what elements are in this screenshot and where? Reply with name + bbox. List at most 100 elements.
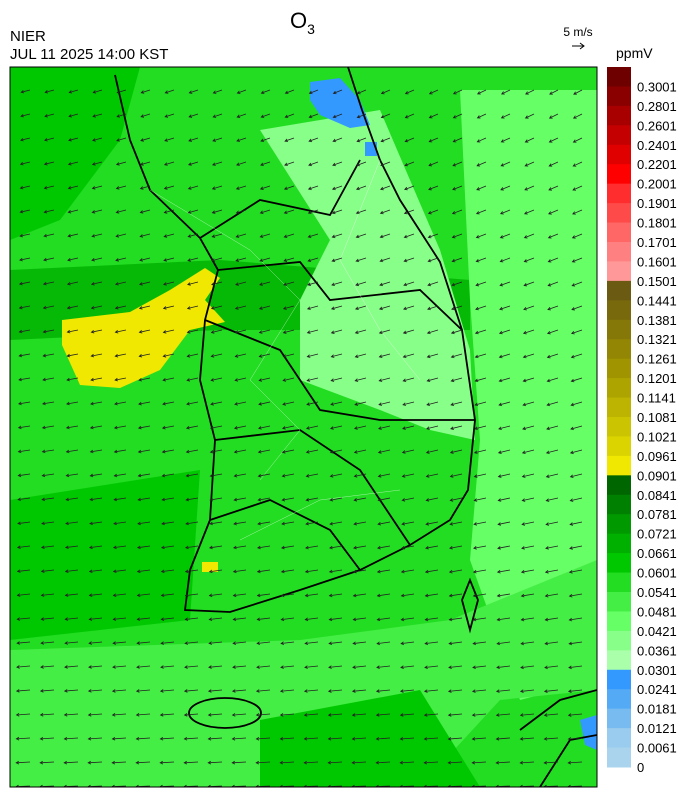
wind-arrow bbox=[234, 401, 247, 406]
wind-arrow bbox=[64, 617, 79, 621]
wind-arrow bbox=[569, 473, 583, 478]
wind-arrow bbox=[284, 137, 295, 143]
wind-arrow bbox=[399, 760, 415, 765]
wind-arrow bbox=[92, 89, 103, 94]
colorbar-box bbox=[607, 572, 631, 593]
wind-arrow bbox=[354, 401, 367, 406]
wind-arrow bbox=[211, 209, 223, 214]
wind-arrow bbox=[356, 89, 367, 95]
wind-arrow bbox=[256, 665, 271, 669]
wind-arrow bbox=[234, 329, 247, 334]
wind-arrow bbox=[231, 713, 247, 717]
wind-arrow bbox=[90, 329, 103, 334]
wind-arrow bbox=[376, 593, 391, 598]
wind-arrow bbox=[377, 521, 391, 526]
wind-arrow bbox=[233, 473, 247, 478]
wind-arrow bbox=[116, 137, 127, 142]
wind-arrow bbox=[524, 185, 535, 191]
wind-arrow bbox=[231, 760, 247, 765]
wind-arrow bbox=[447, 713, 463, 717]
wind-arrow bbox=[183, 736, 199, 741]
wind-arrow bbox=[162, 401, 175, 406]
wind-arrow bbox=[354, 377, 367, 382]
wind-legend-arrow bbox=[572, 42, 585, 50]
wind-arrow bbox=[63, 713, 79, 717]
wind-arrow bbox=[426, 377, 439, 383]
colorbar-box bbox=[607, 144, 631, 165]
colorbar-box bbox=[607, 417, 631, 437]
wind-arrow bbox=[259, 233, 271, 238]
wind-arrow bbox=[138, 305, 151, 310]
wind-arrow bbox=[91, 257, 103, 262]
wind-arrow bbox=[282, 377, 295, 382]
wind-arrow bbox=[404, 161, 415, 167]
wind-arrow bbox=[404, 89, 415, 95]
wind-arrow bbox=[473, 545, 487, 550]
wind-arrow bbox=[568, 665, 583, 670]
wind-arrow bbox=[210, 401, 223, 406]
wind-arrow bbox=[211, 185, 223, 190]
wind-arrow bbox=[208, 593, 223, 598]
wind-arrow bbox=[476, 113, 487, 119]
wind-arrow bbox=[474, 353, 487, 359]
wind-arrow bbox=[163, 257, 175, 262]
colorbar-label: 0.1441 bbox=[637, 293, 677, 308]
wind-arrow bbox=[160, 617, 175, 621]
wind-arrow bbox=[500, 185, 511, 191]
wind-arrow bbox=[210, 305, 223, 310]
wind-arrow bbox=[379, 185, 391, 191]
wind-arrow bbox=[353, 521, 367, 526]
wind-arrow bbox=[188, 89, 199, 94]
wind-arrow bbox=[161, 473, 175, 478]
wind-arrow bbox=[472, 593, 487, 598]
wind-arrow bbox=[162, 353, 175, 358]
wind-arrow bbox=[452, 137, 463, 143]
wind-arrow bbox=[474, 329, 487, 335]
wind-arrow bbox=[356, 113, 367, 119]
wind-arrow bbox=[403, 209, 415, 215]
wind-arrow bbox=[16, 617, 31, 621]
wind-arrow bbox=[139, 233, 151, 238]
wind-arrow bbox=[449, 449, 463, 454]
wind-arrow bbox=[281, 545, 295, 550]
wind-arrow bbox=[136, 641, 151, 645]
wind-arrow bbox=[379, 233, 391, 239]
wind-arrow bbox=[43, 161, 55, 166]
colorbar-label: 0.2001 bbox=[637, 177, 677, 192]
wind-arrow bbox=[379, 281, 391, 287]
wind-arrow bbox=[90, 353, 103, 358]
wind-arrow bbox=[327, 760, 343, 765]
title-main: O bbox=[290, 8, 307, 33]
wind-arrow bbox=[475, 209, 487, 215]
wind-arrow bbox=[423, 760, 439, 765]
wind-arrow bbox=[89, 521, 103, 526]
wind-arrow bbox=[573, 89, 583, 95]
wind-arrow bbox=[447, 689, 463, 693]
wind-arrow bbox=[41, 449, 55, 454]
wind-arrow bbox=[184, 593, 199, 598]
wind-arrow bbox=[64, 665, 79, 669]
wind-arrow bbox=[231, 689, 247, 693]
wind-arrow bbox=[571, 281, 583, 287]
wind-arrow bbox=[567, 713, 583, 717]
wind-arrow bbox=[427, 209, 439, 215]
wind-arrow bbox=[280, 641, 295, 645]
wind-arrow bbox=[304, 569, 319, 574]
wind-arrow bbox=[207, 713, 223, 717]
wind-arrow bbox=[450, 377, 463, 383]
wind-arrow bbox=[209, 521, 223, 526]
wind-arrow bbox=[569, 545, 583, 550]
wind-arrow bbox=[305, 473, 319, 478]
wind-arrow bbox=[163, 209, 175, 214]
wind-arrow bbox=[89, 497, 103, 502]
wind-arrow bbox=[207, 760, 223, 765]
wind-arrow bbox=[257, 473, 271, 478]
wind-arrow bbox=[569, 497, 583, 502]
wind-arrow bbox=[544, 641, 559, 646]
colorbar-box bbox=[607, 319, 631, 340]
wind-arrow bbox=[186, 353, 199, 358]
wind-arrow bbox=[401, 545, 415, 550]
wind-arrow bbox=[449, 473, 463, 478]
colorbar-box bbox=[607, 475, 631, 496]
wind-arrow bbox=[187, 233, 199, 238]
